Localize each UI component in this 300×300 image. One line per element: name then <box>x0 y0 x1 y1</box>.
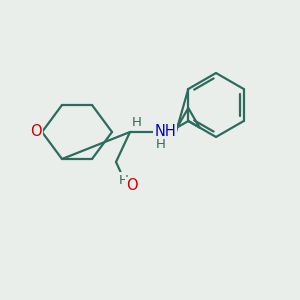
Text: H: H <box>119 173 129 187</box>
Text: H: H <box>156 137 166 151</box>
Text: NH: NH <box>154 124 176 140</box>
Text: O: O <box>30 124 42 140</box>
Text: H: H <box>132 116 142 128</box>
Text: O: O <box>126 178 138 194</box>
